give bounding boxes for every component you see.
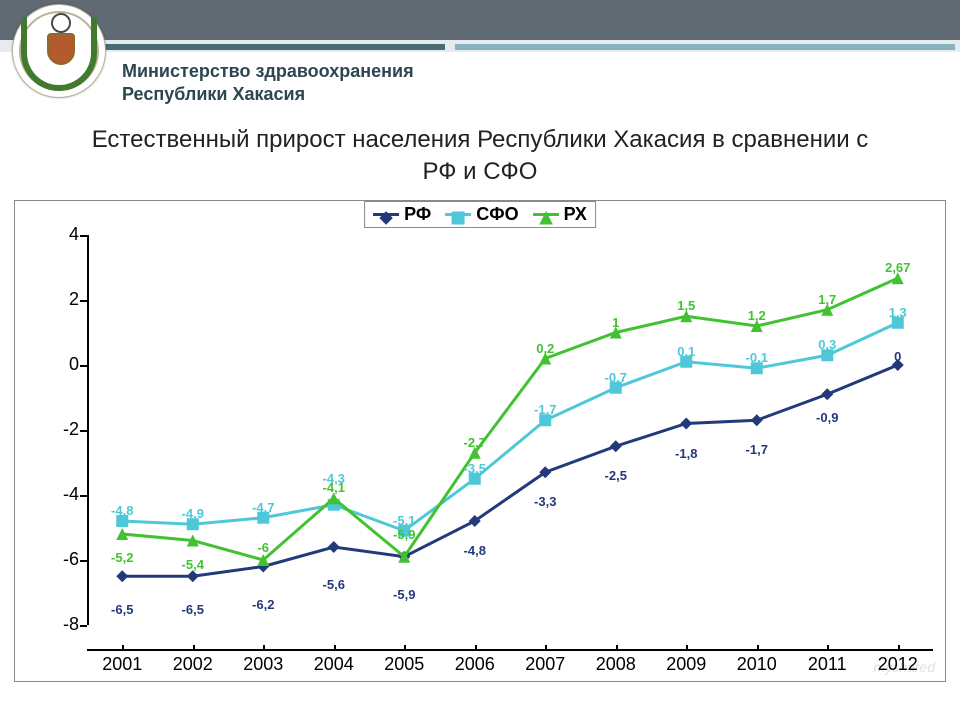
data-label-rf: -1,8 [675, 446, 697, 461]
data-label-rx: -5,9 [393, 527, 415, 542]
chart-plot: -8-6-4-2024-6,5-6,5-6,2-5,6-5,9-4,8-3,3-… [87, 235, 933, 625]
data-label-sfo: -1,7 [534, 402, 556, 417]
y-tick-label: 0 [43, 354, 79, 375]
data-label-rx: -6 [257, 540, 269, 555]
data-label-rf: -6,5 [182, 602, 204, 617]
data-label-rx: 1 [612, 315, 619, 330]
y-tick [80, 235, 87, 237]
y-tick-label: -6 [43, 549, 79, 570]
data-label-rx: 1,5 [677, 298, 695, 313]
series-marker-rf [610, 440, 622, 452]
series-marker-rf [751, 414, 763, 426]
data-label-rf: -6,5 [111, 602, 133, 617]
x-axis [87, 649, 933, 651]
data-label-sfo: -0,7 [605, 370, 627, 385]
ministry-line2: Республики Хакасия [122, 83, 414, 106]
y-tick-label: 4 [43, 224, 79, 245]
data-label-rx: 0,2 [536, 341, 554, 356]
y-tick [80, 365, 87, 367]
data-label-rf: -5,6 [323, 577, 345, 592]
top-band [0, 0, 960, 40]
x-tick-label: 2010 [737, 654, 777, 675]
data-label-rx: -5,2 [111, 550, 133, 565]
emblem-icon [12, 4, 106, 98]
x-tick [898, 645, 900, 651]
data-label-rf: -2,5 [605, 468, 627, 483]
x-tick [827, 645, 829, 651]
chart-frame: РФСФОРХ -8-6-4-2024-6,5-6,5-6,2-5,6-5,9-… [14, 200, 946, 682]
x-tick-label: 2008 [596, 654, 636, 675]
x-tick-label: 2006 [455, 654, 495, 675]
series-line-sfo [122, 323, 898, 531]
y-tick-label: 2 [43, 289, 79, 310]
series-line-rf [122, 365, 898, 576]
data-label-rx: -4,1 [323, 480, 345, 495]
x-tick [545, 645, 547, 651]
x-tick-label: 2012 [878, 654, 918, 675]
data-label-rx: -2,7 [464, 435, 486, 450]
series-marker-rf [821, 388, 833, 400]
x-tick [122, 645, 124, 651]
x-tick [334, 645, 336, 651]
series-marker-rf [680, 418, 692, 430]
data-label-rf: -3,3 [534, 494, 556, 509]
x-tick-label: 2003 [243, 654, 283, 675]
series-marker-rf [328, 541, 340, 553]
y-tick [80, 430, 87, 432]
y-tick [80, 560, 87, 562]
x-tick-label: 2009 [666, 654, 706, 675]
x-tick-label: 2007 [525, 654, 565, 675]
data-label-rx: 2,67 [885, 260, 910, 275]
legend-item-rf: РФ [373, 204, 431, 225]
data-label-rx: 1,7 [818, 292, 836, 307]
y-tick-label: -4 [43, 484, 79, 505]
y-tick-label: -2 [43, 419, 79, 440]
x-tick [263, 645, 265, 651]
data-label-rx: -5,4 [182, 557, 204, 572]
data-label-rx: 1,2 [748, 308, 766, 323]
data-label-sfo: -0,1 [746, 350, 768, 365]
legend-item-rx: РХ [533, 204, 587, 225]
data-label-sfo: -4,7 [252, 500, 274, 515]
series-marker-rf [116, 570, 128, 582]
x-tick-label: 2001 [102, 654, 142, 675]
data-label-rf: -0,9 [816, 410, 838, 425]
legend-item-sfo: СФО [445, 204, 518, 225]
y-tick [80, 300, 87, 302]
x-tick-label: 2011 [808, 654, 847, 675]
x-tick [686, 645, 688, 651]
data-label-rf: -4,8 [464, 543, 486, 558]
x-tick [475, 645, 477, 651]
ministry-line1: Министерство здравоохранения [122, 60, 414, 83]
y-tick [80, 625, 87, 627]
page-title: Естественный прирост населения Республик… [80, 124, 880, 189]
data-label-sfo: -3,5 [464, 461, 486, 476]
x-tick-label: 2002 [173, 654, 213, 675]
data-label-rf: -6,2 [252, 597, 274, 612]
x-tick [616, 645, 618, 651]
data-label-sfo: 0,3 [818, 337, 836, 352]
accent-bar-light [455, 44, 955, 50]
data-label-rf: 0 [894, 349, 901, 364]
y-tick [80, 495, 87, 497]
x-tick [404, 645, 406, 651]
y-tick-label: -8 [43, 614, 79, 635]
x-tick [757, 645, 759, 651]
accent-bar-dark [100, 44, 445, 50]
series-marker-rf [187, 570, 199, 582]
x-tick-label: 2005 [384, 654, 424, 675]
series-line-rx [122, 278, 898, 560]
chart-legend: РФ СФО РХ [364, 201, 596, 228]
data-label-sfo: 0,1 [677, 344, 695, 359]
data-label-rf: -1,7 [746, 442, 768, 457]
data-label-rf: -5,9 [393, 587, 415, 602]
data-label-sfo: -4,9 [182, 506, 204, 521]
x-tick [193, 645, 195, 651]
data-label-sfo: -5,1 [393, 513, 415, 528]
data-label-sfo: 1,3 [889, 305, 907, 320]
data-label-sfo: -4,8 [111, 503, 133, 518]
x-tick-label: 2004 [314, 654, 354, 675]
ministry-name: Министерство здравоохранения Республики … [122, 60, 414, 105]
